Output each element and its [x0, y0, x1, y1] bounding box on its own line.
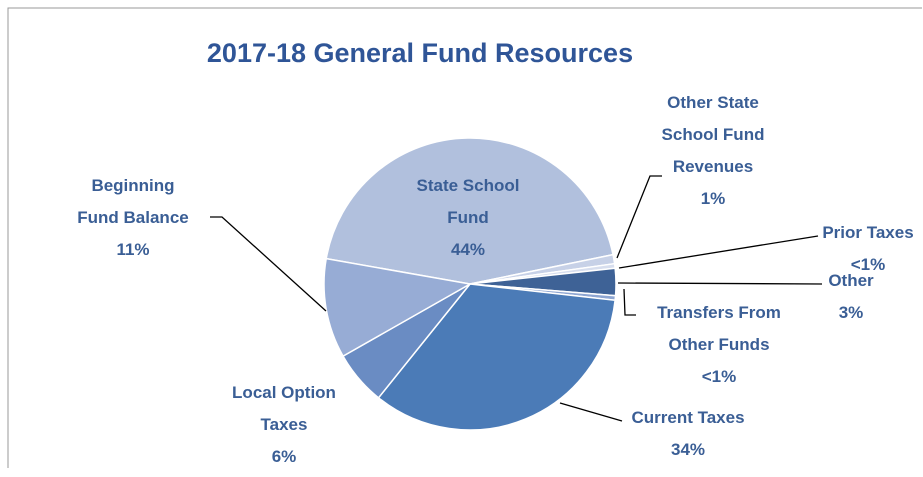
category-name: Prior Taxes — [822, 223, 914, 242]
slice-label: Prior Taxes <1% — [808, 217, 923, 281]
category-name: Transfers From Other Funds — [657, 303, 781, 354]
leader-line — [559, 402, 623, 422]
slice-label: Current Taxes 34% — [623, 402, 753, 466]
value-label: 44% — [450, 240, 486, 259]
leader-line — [617, 282, 823, 285]
slice-label: Transfers From Other Funds <1% — [649, 297, 789, 393]
slice-label: Other 3% — [806, 265, 896, 329]
value-label: 1% — [700, 189, 726, 208]
chart-title: 2017-18 General Fund Resources — [206, 38, 634, 68]
pie-slice — [323, 257, 473, 358]
value-label: 34% — [670, 440, 706, 459]
value-label: 11% — [116, 240, 150, 259]
category-name: Other — [828, 271, 874, 290]
category-name: State School Fund — [416, 176, 520, 227]
category-name: Beginning Fund Balance — [77, 176, 189, 227]
slice-label: Local Option Taxes 6% — [227, 377, 342, 473]
value-label: 3% — [838, 303, 864, 322]
value-label: <1% — [701, 367, 737, 386]
slice-label: Beginning Fund Balance 11% — [76, 170, 191, 266]
chart-frame — [7, 7, 922, 468]
category-name: Other State School Fund Revenues — [661, 93, 765, 176]
value-label: 6% — [271, 447, 297, 466]
pie-slice — [377, 283, 616, 431]
leader-line — [623, 288, 636, 316]
category-name: Current Taxes — [631, 408, 745, 427]
pie-slice — [325, 137, 614, 285]
leader-line — [616, 175, 662, 259]
leader-line — [210, 216, 327, 312]
slice-label: Other State School Fund Revenues 1% — [651, 87, 776, 215]
category-name: Local Option Taxes — [232, 383, 336, 434]
slice-label: State School Fund 44% — [406, 170, 531, 266]
leader-line — [618, 235, 819, 269]
value-label: <1% — [850, 255, 886, 274]
